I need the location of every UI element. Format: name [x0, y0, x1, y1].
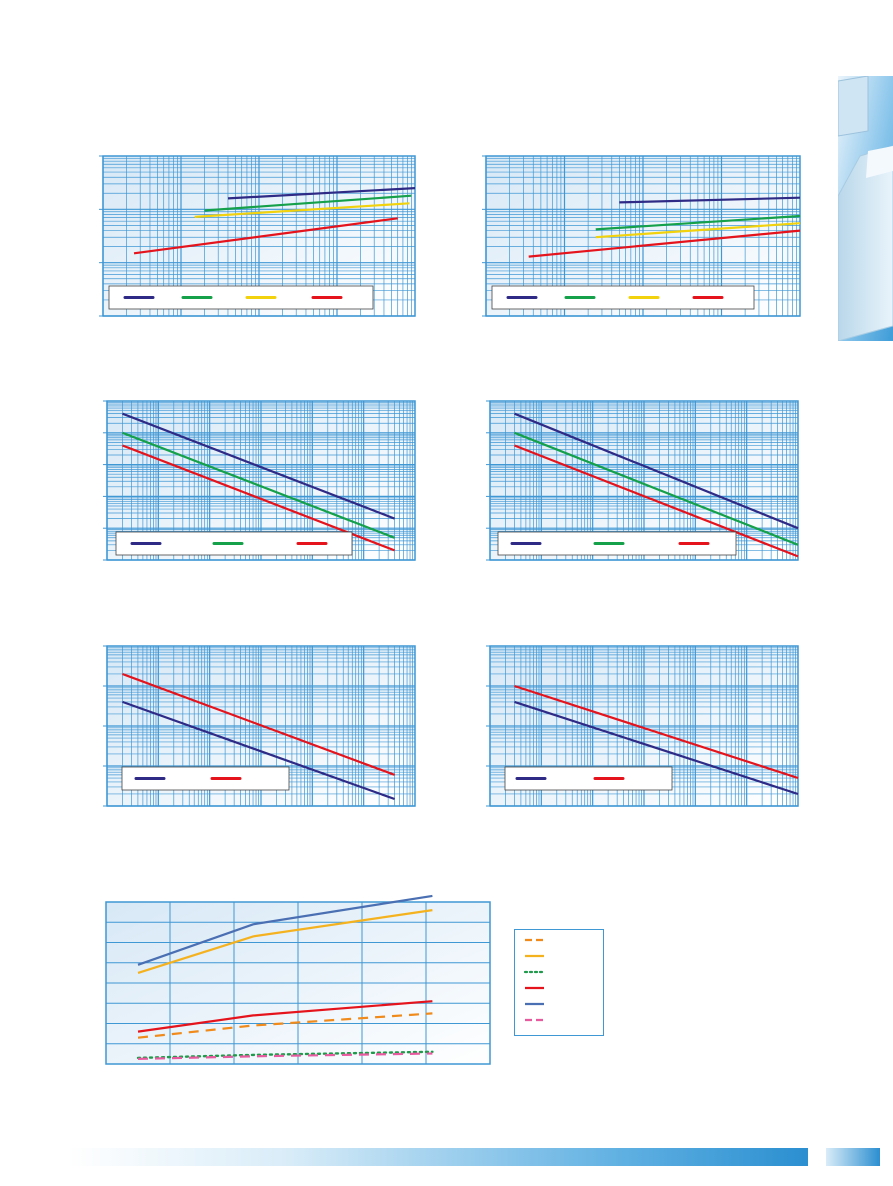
series-line-2: [514, 431, 799, 546]
component-photo-image: [838, 76, 893, 341]
series-line-2: [122, 431, 395, 539]
chart-middle-right: [486, 400, 799, 561]
series-line-1: [137, 1012, 433, 1039]
legend-box: [108, 285, 374, 310]
series-line-1: [619, 196, 801, 204]
series-line-1: [514, 700, 799, 796]
series-line-1: [227, 187, 416, 200]
chart-lower-left: [103, 645, 416, 807]
chart-middle-left: [103, 400, 416, 561]
plot-frame: [105, 901, 491, 1065]
plot-frame: [485, 155, 801, 317]
plot-frame: [102, 155, 416, 317]
chart-bottom-legend: [514, 929, 604, 1036]
footer-bar: [68, 1148, 808, 1166]
series-line-2: [122, 672, 395, 776]
series-line-4: [133, 217, 398, 255]
series-line-3: [514, 444, 799, 558]
legend-box: [514, 929, 604, 1036]
series-line-2: [595, 214, 801, 231]
series-line-5: [137, 894, 433, 966]
series-line-1: [122, 412, 395, 520]
component-photo: [838, 76, 893, 341]
page-number-tab: [826, 1148, 880, 1166]
series-line-2: [204, 194, 412, 212]
series-line-1: [514, 412, 799, 530]
series-line-6: [137, 1052, 433, 1060]
legend-box: [504, 766, 673, 791]
series-line-3: [194, 202, 410, 218]
chart-lower-right: [486, 645, 799, 807]
series-line-3: [136, 1050, 434, 1060]
legend-box: [491, 285, 755, 310]
series-line-2: [137, 909, 433, 974]
series-line-2: [514, 684, 799, 780]
series-line-1: [122, 700, 395, 801]
plot-frame: [106, 400, 416, 561]
chart-bottom: [105, 894, 491, 1065]
plot-frame: [489, 400, 799, 561]
series-line-4: [528, 229, 801, 258]
series-line-3: [595, 222, 801, 239]
legend-box: [121, 766, 290, 791]
chart-top-right: [482, 155, 801, 317]
chart-top-left: [99, 155, 416, 317]
series-line-4: [137, 1000, 433, 1033]
